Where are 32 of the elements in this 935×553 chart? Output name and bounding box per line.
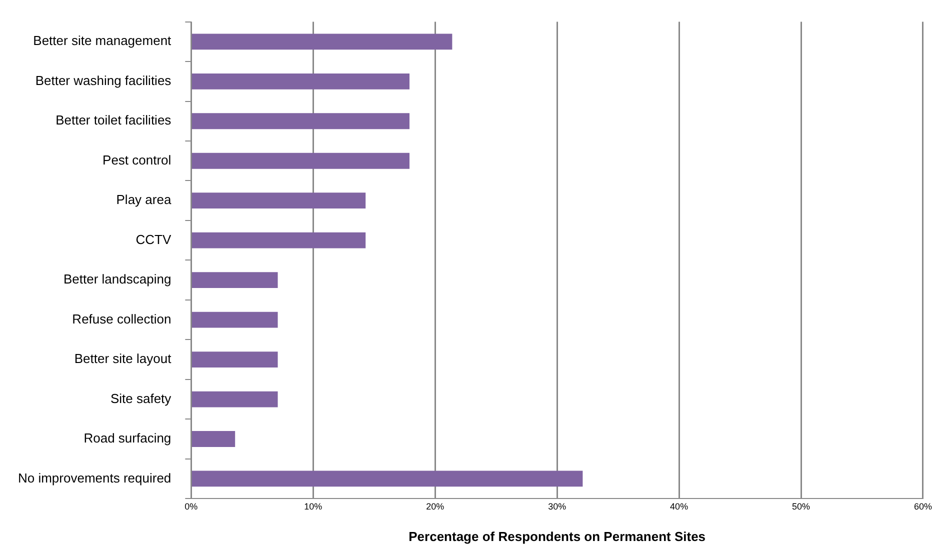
bar	[192, 34, 452, 50]
x-tick-label: 40%	[670, 501, 688, 512]
x-tick-label: 10%	[304, 501, 322, 512]
bar	[192, 312, 278, 328]
y-tick-label: Better site layout	[74, 351, 172, 366]
y-tick-label: Better site management	[33, 33, 172, 48]
bar	[192, 391, 278, 408]
y-tick-label: No improvements required	[18, 470, 172, 486]
y-tick-label: Pest control	[102, 152, 172, 168]
x-tick-label: 60%	[914, 501, 932, 512]
y-tick-label: Road surfacing	[84, 430, 172, 446]
y-tick-label: Play area	[116, 192, 172, 208]
x-tick-label: 0%	[184, 501, 198, 512]
bar	[192, 272, 278, 288]
x-tick-label: 20%	[426, 501, 444, 512]
bar	[192, 470, 583, 487]
y-tick-label: Site safety	[110, 390, 172, 406]
bar	[192, 113, 410, 130]
x-axis-title: Percentage of Respondents on Permanent Sites	[408, 528, 706, 544]
bar	[192, 152, 410, 169]
y-tick-label: Better washing facilities	[35, 72, 172, 88]
y-tick-label: CCTV	[136, 232, 172, 247]
bar	[192, 192, 366, 209]
bar	[192, 431, 236, 447]
bar	[192, 232, 366, 248]
bar	[192, 352, 278, 368]
x-tick-label: 50%	[792, 501, 810, 512]
x-tick-label: 30%	[548, 501, 566, 512]
bar	[192, 73, 410, 90]
y-tick-label: Better landscaping	[63, 272, 172, 287]
y-tick-label: Better toilet facilities	[56, 112, 172, 128]
y-tick-label: Refuse collection	[72, 311, 172, 326]
